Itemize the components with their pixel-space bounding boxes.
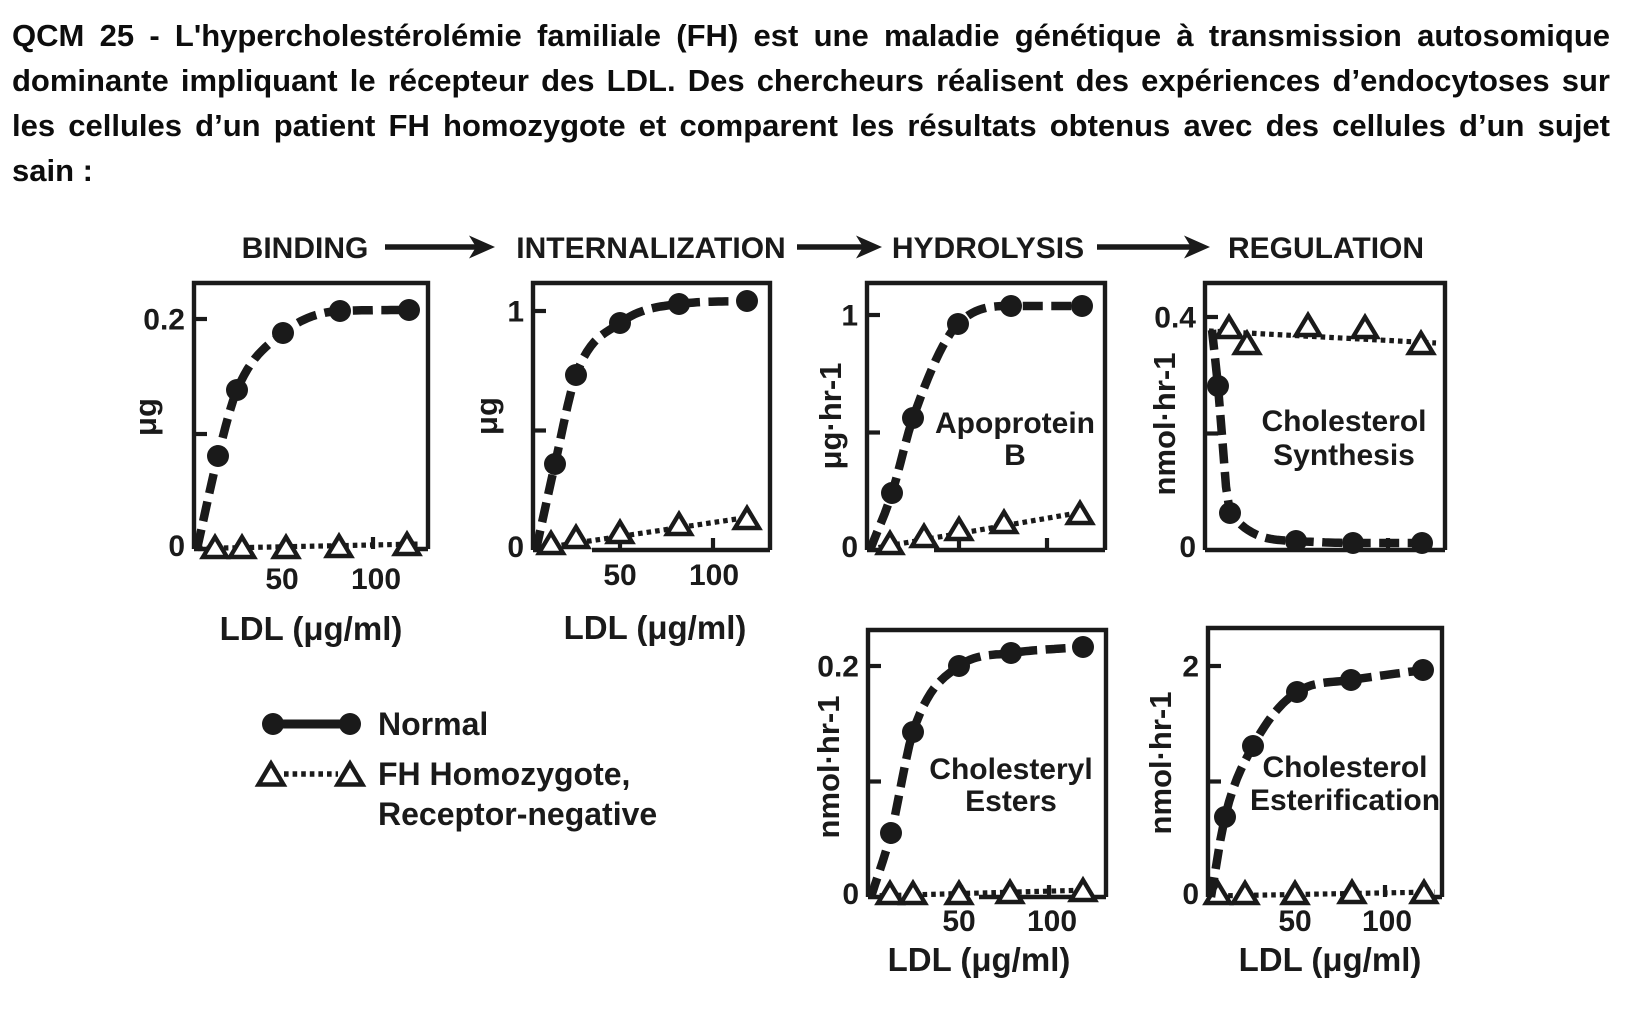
svg-text:0: 0 [1179,531,1196,564]
svg-text:INTERNALIZATION: INTERNALIZATION [516,232,785,265]
svg-text:Esters: Esters [965,785,1057,818]
svg-text:1: 1 [841,300,858,333]
svg-text:50: 50 [942,905,975,938]
svg-text:0: 0 [1182,878,1199,911]
svg-text:100: 100 [689,559,739,592]
svg-text:0: 0 [507,531,524,564]
svg-text:0.2: 0.2 [143,304,185,337]
svg-text:50: 50 [265,563,298,596]
svg-text:100: 100 [351,563,401,596]
svg-text:50: 50 [603,559,636,592]
svg-text:LDL (μg/ml): LDL (μg/ml) [220,610,403,647]
svg-text:nmol·hr-1: nmol·hr-1 [1147,353,1182,496]
svg-text:0: 0 [842,878,859,911]
svg-text:Esterification: Esterification [1250,784,1440,817]
svg-text:100: 100 [1027,905,1077,938]
svg-text:BINDING: BINDING [242,232,369,265]
svg-text:Cholesteryl: Cholesteryl [929,753,1092,786]
svg-text:LDL (μg/ml): LDL (μg/ml) [1239,941,1422,978]
svg-text:Synthesis: Synthesis [1273,439,1415,472]
svg-text:0.4: 0.4 [1154,302,1196,335]
svg-text:μg·hr-1: μg·hr-1 [813,363,848,470]
svg-text:Receptor-negative: Receptor-negative [378,796,657,832]
svg-text:nmol·hr-1: nmol·hr-1 [811,696,846,839]
svg-text:μg: μg [128,398,163,436]
svg-text:Cholesterol: Cholesterol [1262,751,1427,784]
svg-text:LDL (μg/ml): LDL (μg/ml) [564,609,747,646]
svg-text:B: B [1004,439,1026,472]
svg-text:1: 1 [507,296,524,329]
svg-text:REGULATION: REGULATION [1228,232,1424,265]
svg-text:2: 2 [1182,651,1199,684]
svg-text:0: 0 [168,530,185,563]
svg-text:100: 100 [1362,905,1412,938]
svg-text:Normal: Normal [378,706,488,742]
svg-text:nmol·hr-1: nmol·hr-1 [1143,692,1178,835]
svg-text:0.2: 0.2 [817,651,859,684]
svg-text:50: 50 [1278,905,1311,938]
svg-text:FH Homozygote,: FH Homozygote, [378,756,630,792]
svg-text:HYDROLYSIS: HYDROLYSIS [892,232,1084,265]
svg-text:0: 0 [841,531,858,564]
svg-text:μg: μg [469,397,504,435]
svg-text:Apoprotein: Apoprotein [935,407,1095,440]
svg-text:LDL (μg/ml): LDL (μg/ml) [888,941,1071,978]
svg-text:Cholesterol: Cholesterol [1261,405,1426,438]
